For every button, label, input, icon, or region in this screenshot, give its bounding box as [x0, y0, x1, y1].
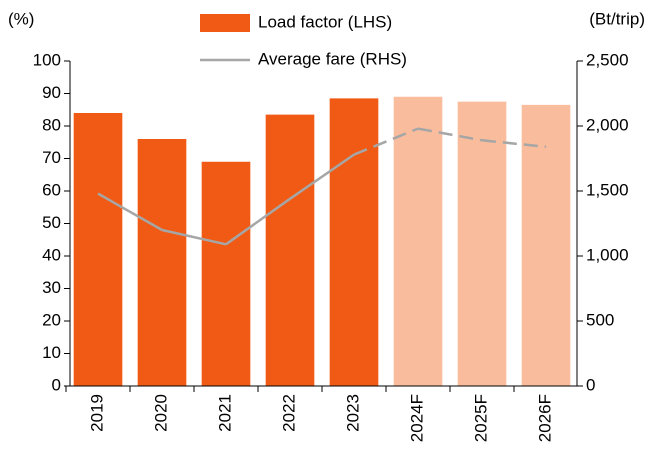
line-segment	[481, 139, 547, 149]
y-tick-label: 10	[42, 343, 61, 362]
line-segment	[353, 127, 419, 156]
y2-tick-label: 0	[586, 375, 595, 394]
y-tick-label: 60	[42, 180, 61, 199]
y-tick-label: 0	[52, 375, 61, 394]
x-tick-label: 2019	[87, 394, 106, 432]
legend-swatch	[200, 14, 250, 32]
y2-axis-label: (Bt/trip)	[589, 9, 645, 28]
y2-tick-label: 2,000	[586, 115, 629, 134]
x-tick-label: 2023	[343, 394, 362, 432]
x-tick-label: 2022	[279, 394, 298, 432]
line-segment	[289, 153, 355, 200]
x-tick-label: 2021	[215, 394, 234, 432]
x-tick-label: 2026F	[535, 394, 554, 442]
y-tick-label: 40	[42, 245, 61, 264]
y2-tick-label: 500	[586, 310, 614, 329]
y2-tick-label: 1,500	[586, 180, 629, 199]
x-tick-label: 2025F	[471, 394, 490, 442]
bar	[73, 113, 123, 386]
x-tick-label: 2020	[151, 394, 170, 432]
x-tick-label: 2024F	[407, 394, 426, 442]
y-tick-label: 20	[42, 310, 61, 329]
line-segment	[97, 192, 163, 232]
y-tick-label: 50	[42, 213, 61, 232]
y-tick-label: 30	[42, 278, 61, 297]
y-axis-label: (%)	[8, 9, 34, 28]
bar	[329, 98, 379, 386]
y-tick-label: 90	[42, 83, 61, 102]
y-tick-label: 100	[33, 50, 61, 69]
line-segment	[417, 127, 483, 142]
line-segment	[161, 228, 227, 246]
bar	[521, 104, 571, 386]
bar	[393, 96, 443, 386]
bar	[265, 114, 315, 386]
legend-label: Load factor (LHS)	[258, 12, 392, 31]
line-segment	[225, 197, 291, 246]
y-tick-label: 70	[42, 148, 61, 167]
bar	[457, 101, 507, 386]
bar	[201, 161, 251, 386]
bar	[137, 139, 187, 386]
y2-tick-label: 1,000	[586, 245, 629, 264]
y2-tick-label: 2,500	[586, 50, 629, 69]
legend-label: Average fare (RHS)	[258, 49, 407, 68]
y-tick-label: 80	[42, 115, 61, 134]
